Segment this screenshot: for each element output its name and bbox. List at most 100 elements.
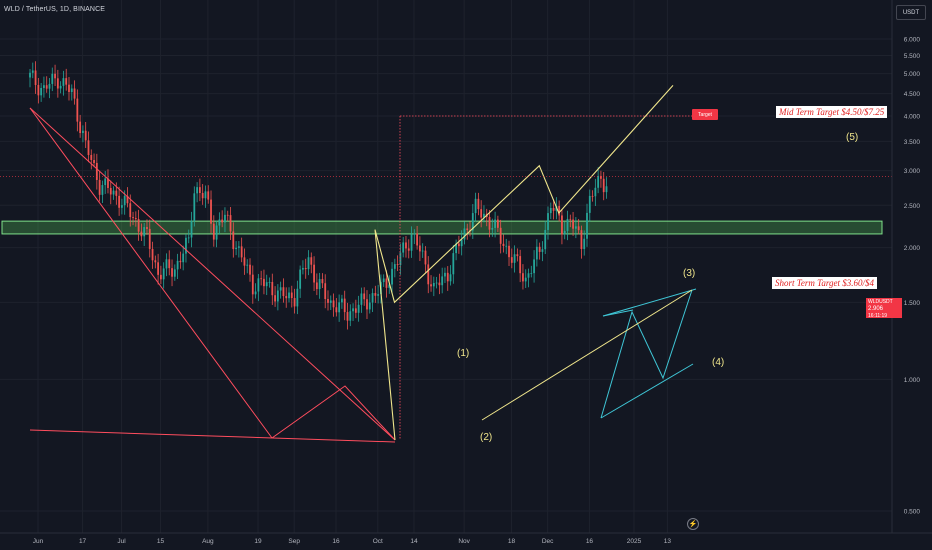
candle [527,268,530,288]
candle [516,248,519,262]
candle [399,243,402,275]
candle-body [132,217,134,219]
grid-lines [0,0,892,533]
candle-body [419,245,421,252]
symbol-title[interactable]: WLD / TetherUS, 1D, BINANCE [4,6,105,13]
candle-body [435,282,438,284]
time-tick-label: Nov [458,538,470,545]
candle-body [488,217,491,230]
candle [444,267,446,284]
candle-body [508,245,510,258]
candle-body [558,205,561,216]
candle-body [93,159,95,163]
candle-body [198,187,201,193]
candle [265,274,268,296]
candle-body [583,238,586,250]
candle-body [533,259,535,274]
candle-body [510,257,513,263]
candle [393,258,396,278]
candle [271,273,274,305]
candle [171,259,173,287]
wave-rising-line [481,289,693,421]
candle-body [399,252,402,266]
candle [304,258,307,279]
candle [40,82,43,102]
candle [237,241,240,258]
candle [457,235,460,254]
candle [382,274,385,287]
candle-body [332,300,335,308]
candle-body [104,178,107,186]
candle-body [549,208,552,214]
wave-label-2: (2) [480,432,493,443]
candle [494,211,496,238]
candle-body [134,218,137,220]
candle-body [597,175,600,188]
price-tick-label: 5.000 [904,71,921,78]
price-axis-bg [892,0,932,550]
candle [343,290,346,321]
candle-body [235,247,237,250]
candle [346,302,349,330]
candle [463,221,466,245]
candle [496,215,499,232]
candle-body [580,230,583,250]
candle-body [31,70,34,73]
candle [134,211,137,227]
time-tick-label: 17 [79,538,87,545]
price-tag-price: 2.906 [868,306,884,312]
candle [519,249,522,283]
candle-body [388,284,391,288]
candle [282,278,285,303]
candle-body [324,283,327,299]
candle [226,210,229,222]
candle [29,69,31,88]
candle [583,230,586,256]
candle-body [210,199,212,224]
price-tick-label: 5.500 [904,53,921,60]
candle [249,258,251,282]
candle-body [282,287,285,297]
candle [385,270,388,298]
candle-body [586,212,588,239]
candle-body [494,219,496,228]
candle [62,70,65,96]
candle-body [335,307,338,313]
candle [535,239,538,267]
candle-body [393,264,396,269]
candle-body [126,195,129,204]
candle [56,69,59,98]
candle-body [232,231,235,250]
candle [257,273,260,302]
price-axis[interactable]: 6.000 5.500 5.000 4.500 4.000 3.500 3.000 2.500… [891,0,932,550]
candle [449,265,452,286]
candle-body [421,250,424,252]
candle-body [363,293,366,300]
time-tick-label: 14 [410,538,418,545]
candle-body [293,298,296,307]
candle-body [179,260,182,263]
candle-body [229,215,232,232]
candle [65,68,68,91]
candle-body [566,218,569,231]
candle [140,223,143,242]
price-tick-label: 4.500 [904,91,921,98]
candle-body [274,295,276,302]
candle-body [157,262,160,275]
time-axis[interactable]: Jun 17 Jul 15 Aug 19 Sep 16 Oct 14 Nov 18 Dec 16 2025 1… [0,532,932,545]
short-term-target-note: Short Term Target $3.60/$4 [772,277,878,289]
candle-body [143,227,146,237]
candle [427,256,430,294]
currency-badge[interactable]: USDT [896,5,926,20]
lightning-icon[interactable]: ⚡ [687,518,699,530]
elliott-wave-path [374,85,674,441]
target-label: Target [692,109,718,120]
candle [193,186,196,227]
candle [410,226,413,258]
candle-body [541,249,544,252]
correction-triangle [271,385,396,441]
candle-body [516,254,519,257]
candle [594,178,597,206]
candle-body [600,175,602,179]
